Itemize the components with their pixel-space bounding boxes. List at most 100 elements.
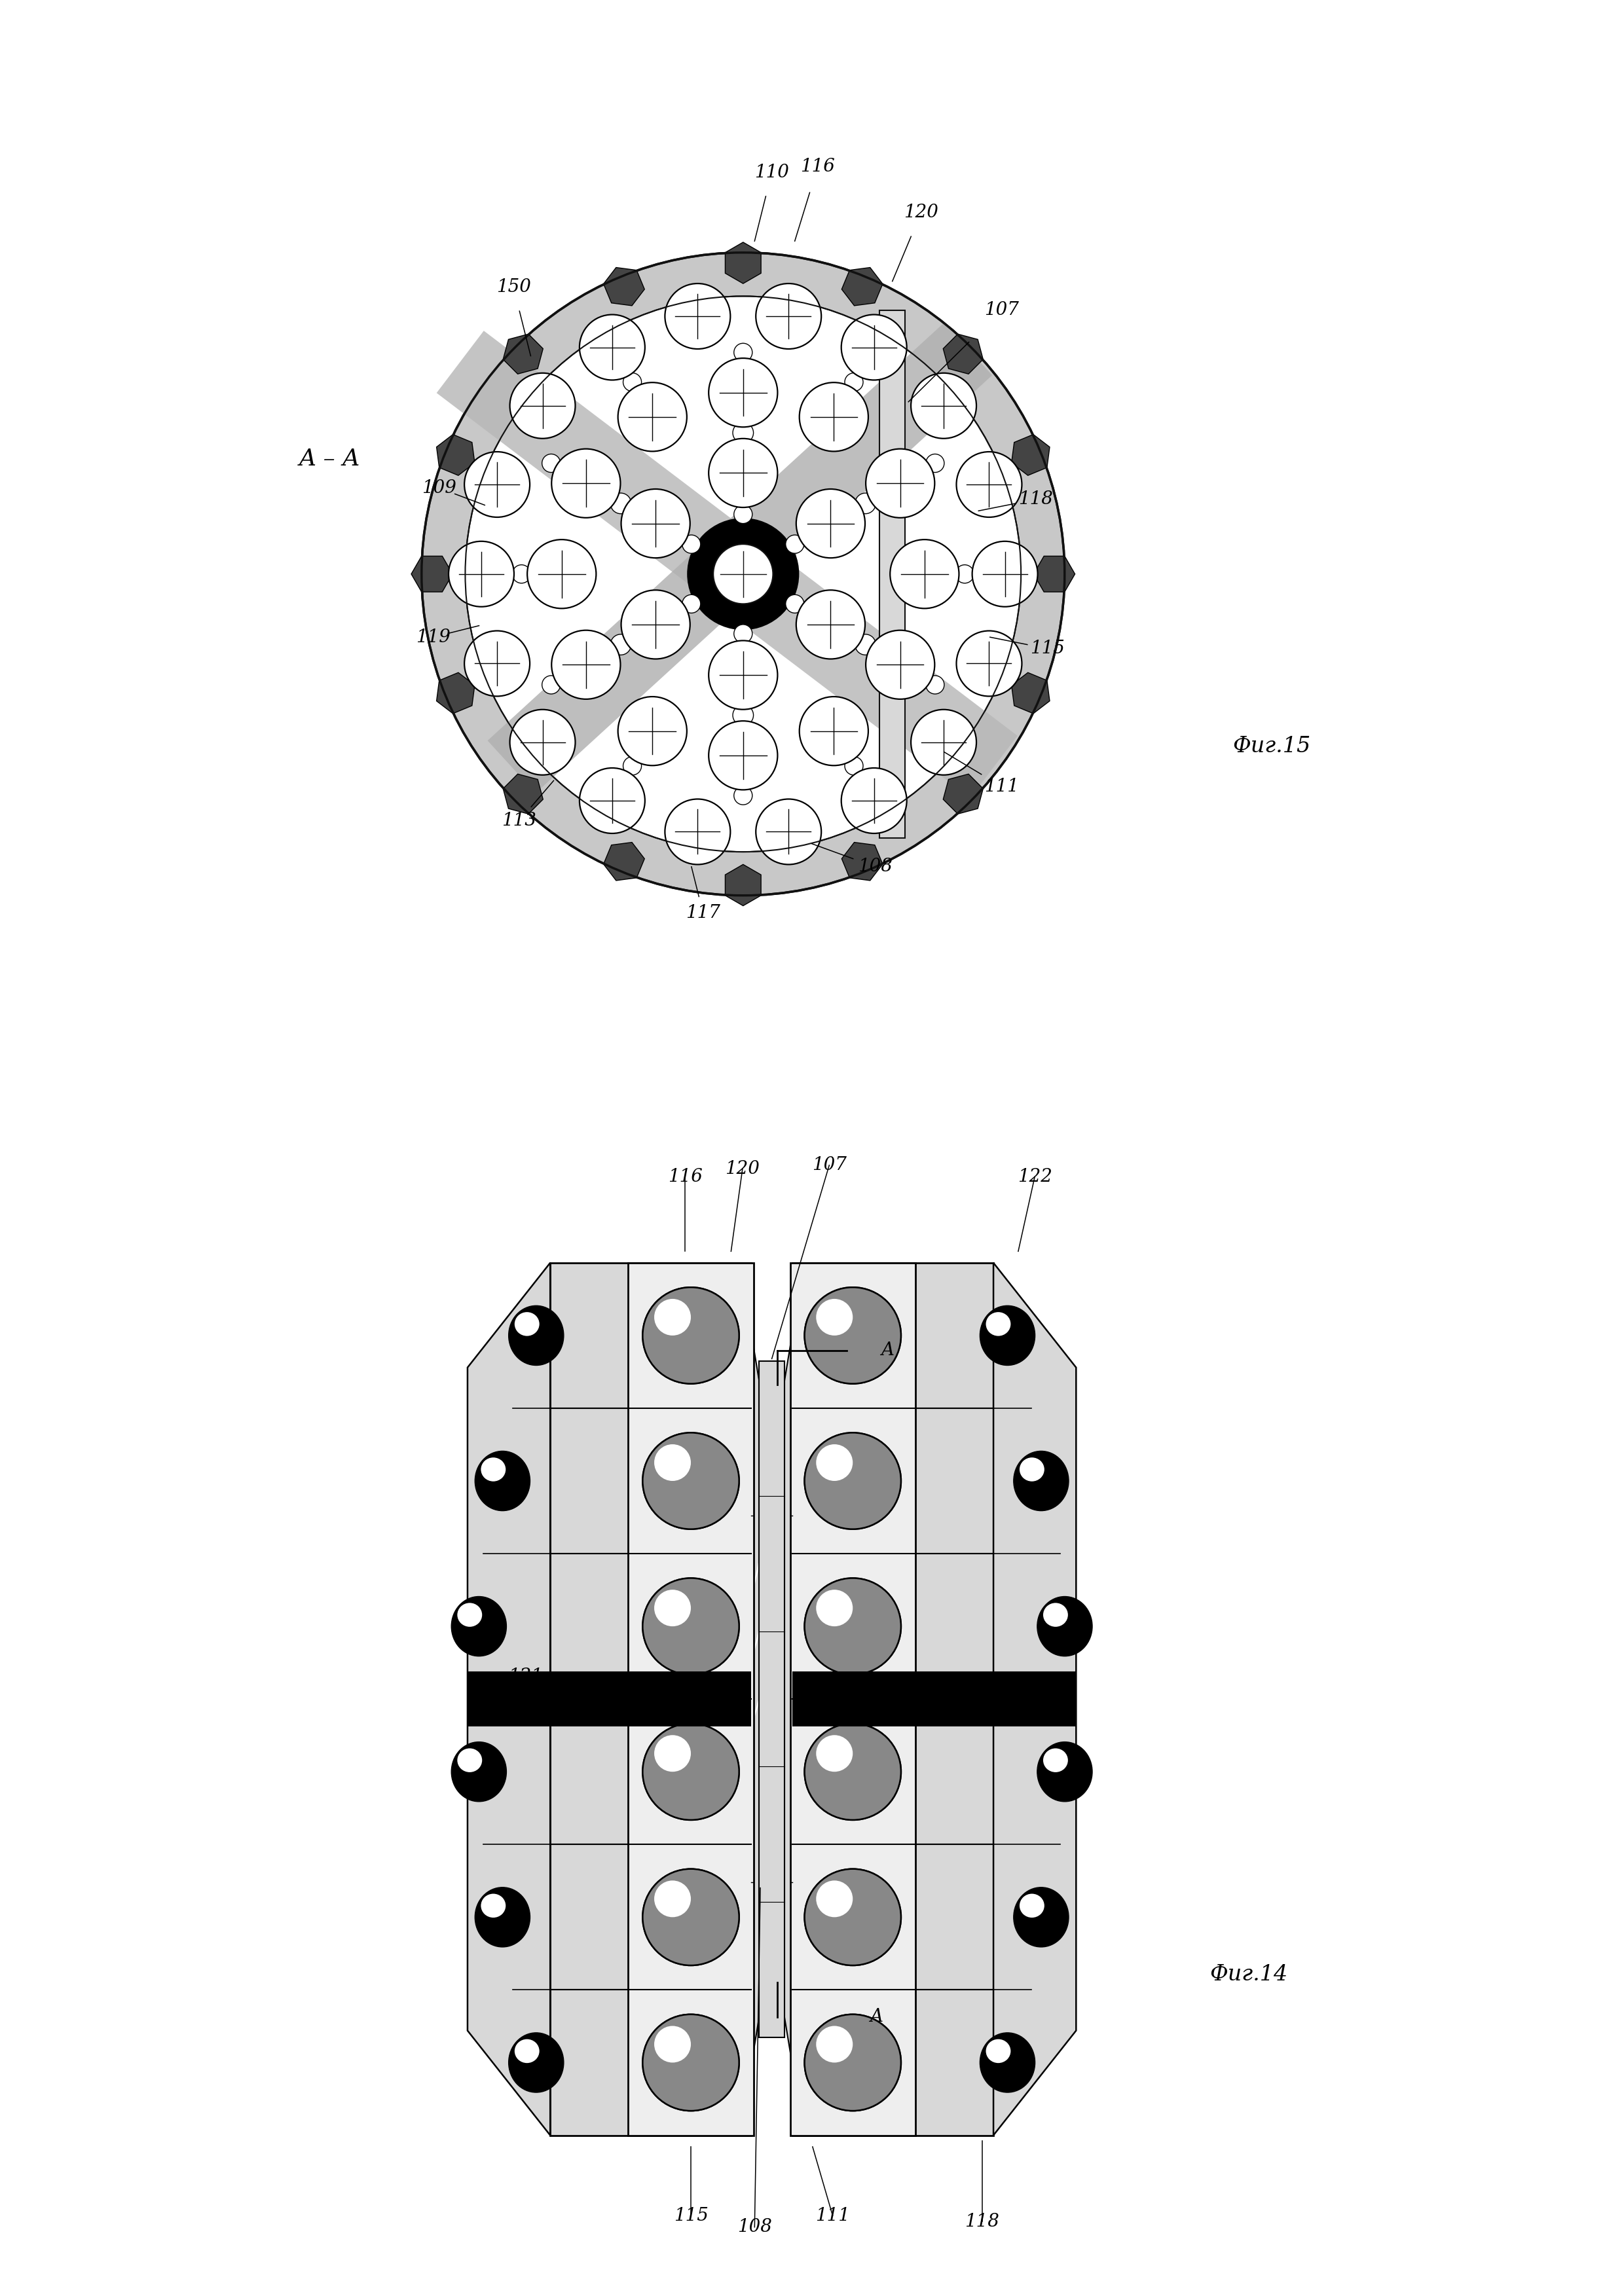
Text: Фиг.14: Фиг.14 <box>1210 1963 1288 1986</box>
Circle shape <box>804 2014 901 2110</box>
Circle shape <box>552 629 620 698</box>
Circle shape <box>955 565 974 583</box>
Circle shape <box>643 1577 739 1674</box>
Circle shape <box>817 1880 853 1917</box>
Circle shape <box>528 540 596 608</box>
Ellipse shape <box>1038 1596 1093 1655</box>
Polygon shape <box>604 266 645 305</box>
Bar <box>880 310 905 838</box>
Ellipse shape <box>1020 1894 1044 1917</box>
Bar <box>793 1263 994 2135</box>
Circle shape <box>817 2025 853 2062</box>
Polygon shape <box>841 266 883 305</box>
Circle shape <box>804 1288 901 1384</box>
Circle shape <box>804 1724 901 1821</box>
Circle shape <box>689 519 799 629</box>
Circle shape <box>786 595 804 613</box>
Bar <box>793 1671 1077 1727</box>
Circle shape <box>611 494 632 514</box>
Circle shape <box>643 1288 739 1384</box>
Ellipse shape <box>458 1603 482 1628</box>
Ellipse shape <box>515 2039 539 2064</box>
Polygon shape <box>752 1332 765 2066</box>
Circle shape <box>804 1433 901 1529</box>
Polygon shape <box>726 241 762 282</box>
Circle shape <box>866 629 935 698</box>
Circle shape <box>844 758 862 776</box>
Circle shape <box>796 590 866 659</box>
Circle shape <box>464 296 1021 852</box>
Ellipse shape <box>508 2032 564 2092</box>
Ellipse shape <box>451 1596 507 1655</box>
Text: 120: 120 <box>905 204 939 220</box>
Circle shape <box>542 455 560 473</box>
Ellipse shape <box>458 1747 482 1773</box>
Circle shape <box>552 448 620 517</box>
Text: 113: 113 <box>502 813 536 829</box>
Text: 108: 108 <box>857 859 893 875</box>
Text: 107: 107 <box>984 301 1018 319</box>
Circle shape <box>866 448 935 517</box>
Circle shape <box>911 372 976 439</box>
Polygon shape <box>944 774 983 815</box>
Circle shape <box>643 2014 739 2110</box>
Circle shape <box>755 282 822 349</box>
Circle shape <box>804 1433 901 1529</box>
Polygon shape <box>1033 556 1075 592</box>
Ellipse shape <box>451 1743 507 1802</box>
Circle shape <box>624 372 641 390</box>
Polygon shape <box>726 863 762 905</box>
Circle shape <box>841 315 906 381</box>
Ellipse shape <box>986 2039 1010 2064</box>
Circle shape <box>804 2014 901 2110</box>
Circle shape <box>624 758 641 776</box>
Circle shape <box>448 542 515 606</box>
Text: 118: 118 <box>965 2213 999 2229</box>
Circle shape <box>890 540 960 608</box>
Text: 108: 108 <box>737 2218 771 2236</box>
Circle shape <box>708 358 778 427</box>
Circle shape <box>682 595 700 613</box>
Circle shape <box>957 452 1021 517</box>
Polygon shape <box>503 774 542 815</box>
Text: 109: 109 <box>422 480 456 496</box>
Text: 118: 118 <box>1018 491 1054 507</box>
Circle shape <box>732 705 754 726</box>
Text: A: A <box>880 1341 893 1359</box>
Circle shape <box>817 2025 853 2062</box>
Text: 110: 110 <box>755 163 789 181</box>
Circle shape <box>619 696 687 765</box>
Polygon shape <box>604 843 645 882</box>
Circle shape <box>817 1444 853 1481</box>
Ellipse shape <box>481 1894 505 1917</box>
Circle shape <box>654 1736 690 1773</box>
Circle shape <box>734 342 752 360</box>
Ellipse shape <box>1043 1747 1069 1773</box>
Circle shape <box>654 1880 690 1917</box>
Text: 111: 111 <box>815 2206 849 2225</box>
Bar <box>628 1263 754 2135</box>
Circle shape <box>841 767 906 833</box>
Circle shape <box>817 1300 853 1336</box>
Circle shape <box>856 634 875 654</box>
Circle shape <box>580 315 645 381</box>
Polygon shape <box>944 333 983 374</box>
Text: 150: 150 <box>497 278 531 296</box>
Text: A – A: A – A <box>299 448 361 471</box>
Circle shape <box>786 535 804 553</box>
Circle shape <box>957 631 1021 696</box>
Circle shape <box>799 696 869 765</box>
Ellipse shape <box>979 1306 1034 1366</box>
Polygon shape <box>437 331 1018 799</box>
Ellipse shape <box>481 1458 505 1481</box>
Circle shape <box>510 372 575 439</box>
Circle shape <box>804 1577 901 1674</box>
Ellipse shape <box>474 1451 529 1511</box>
Circle shape <box>464 452 529 517</box>
Polygon shape <box>437 673 474 714</box>
Circle shape <box>643 1724 739 1821</box>
Circle shape <box>620 489 690 558</box>
Circle shape <box>654 1589 690 1626</box>
Circle shape <box>643 2014 739 2110</box>
Text: 111: 111 <box>984 778 1018 794</box>
